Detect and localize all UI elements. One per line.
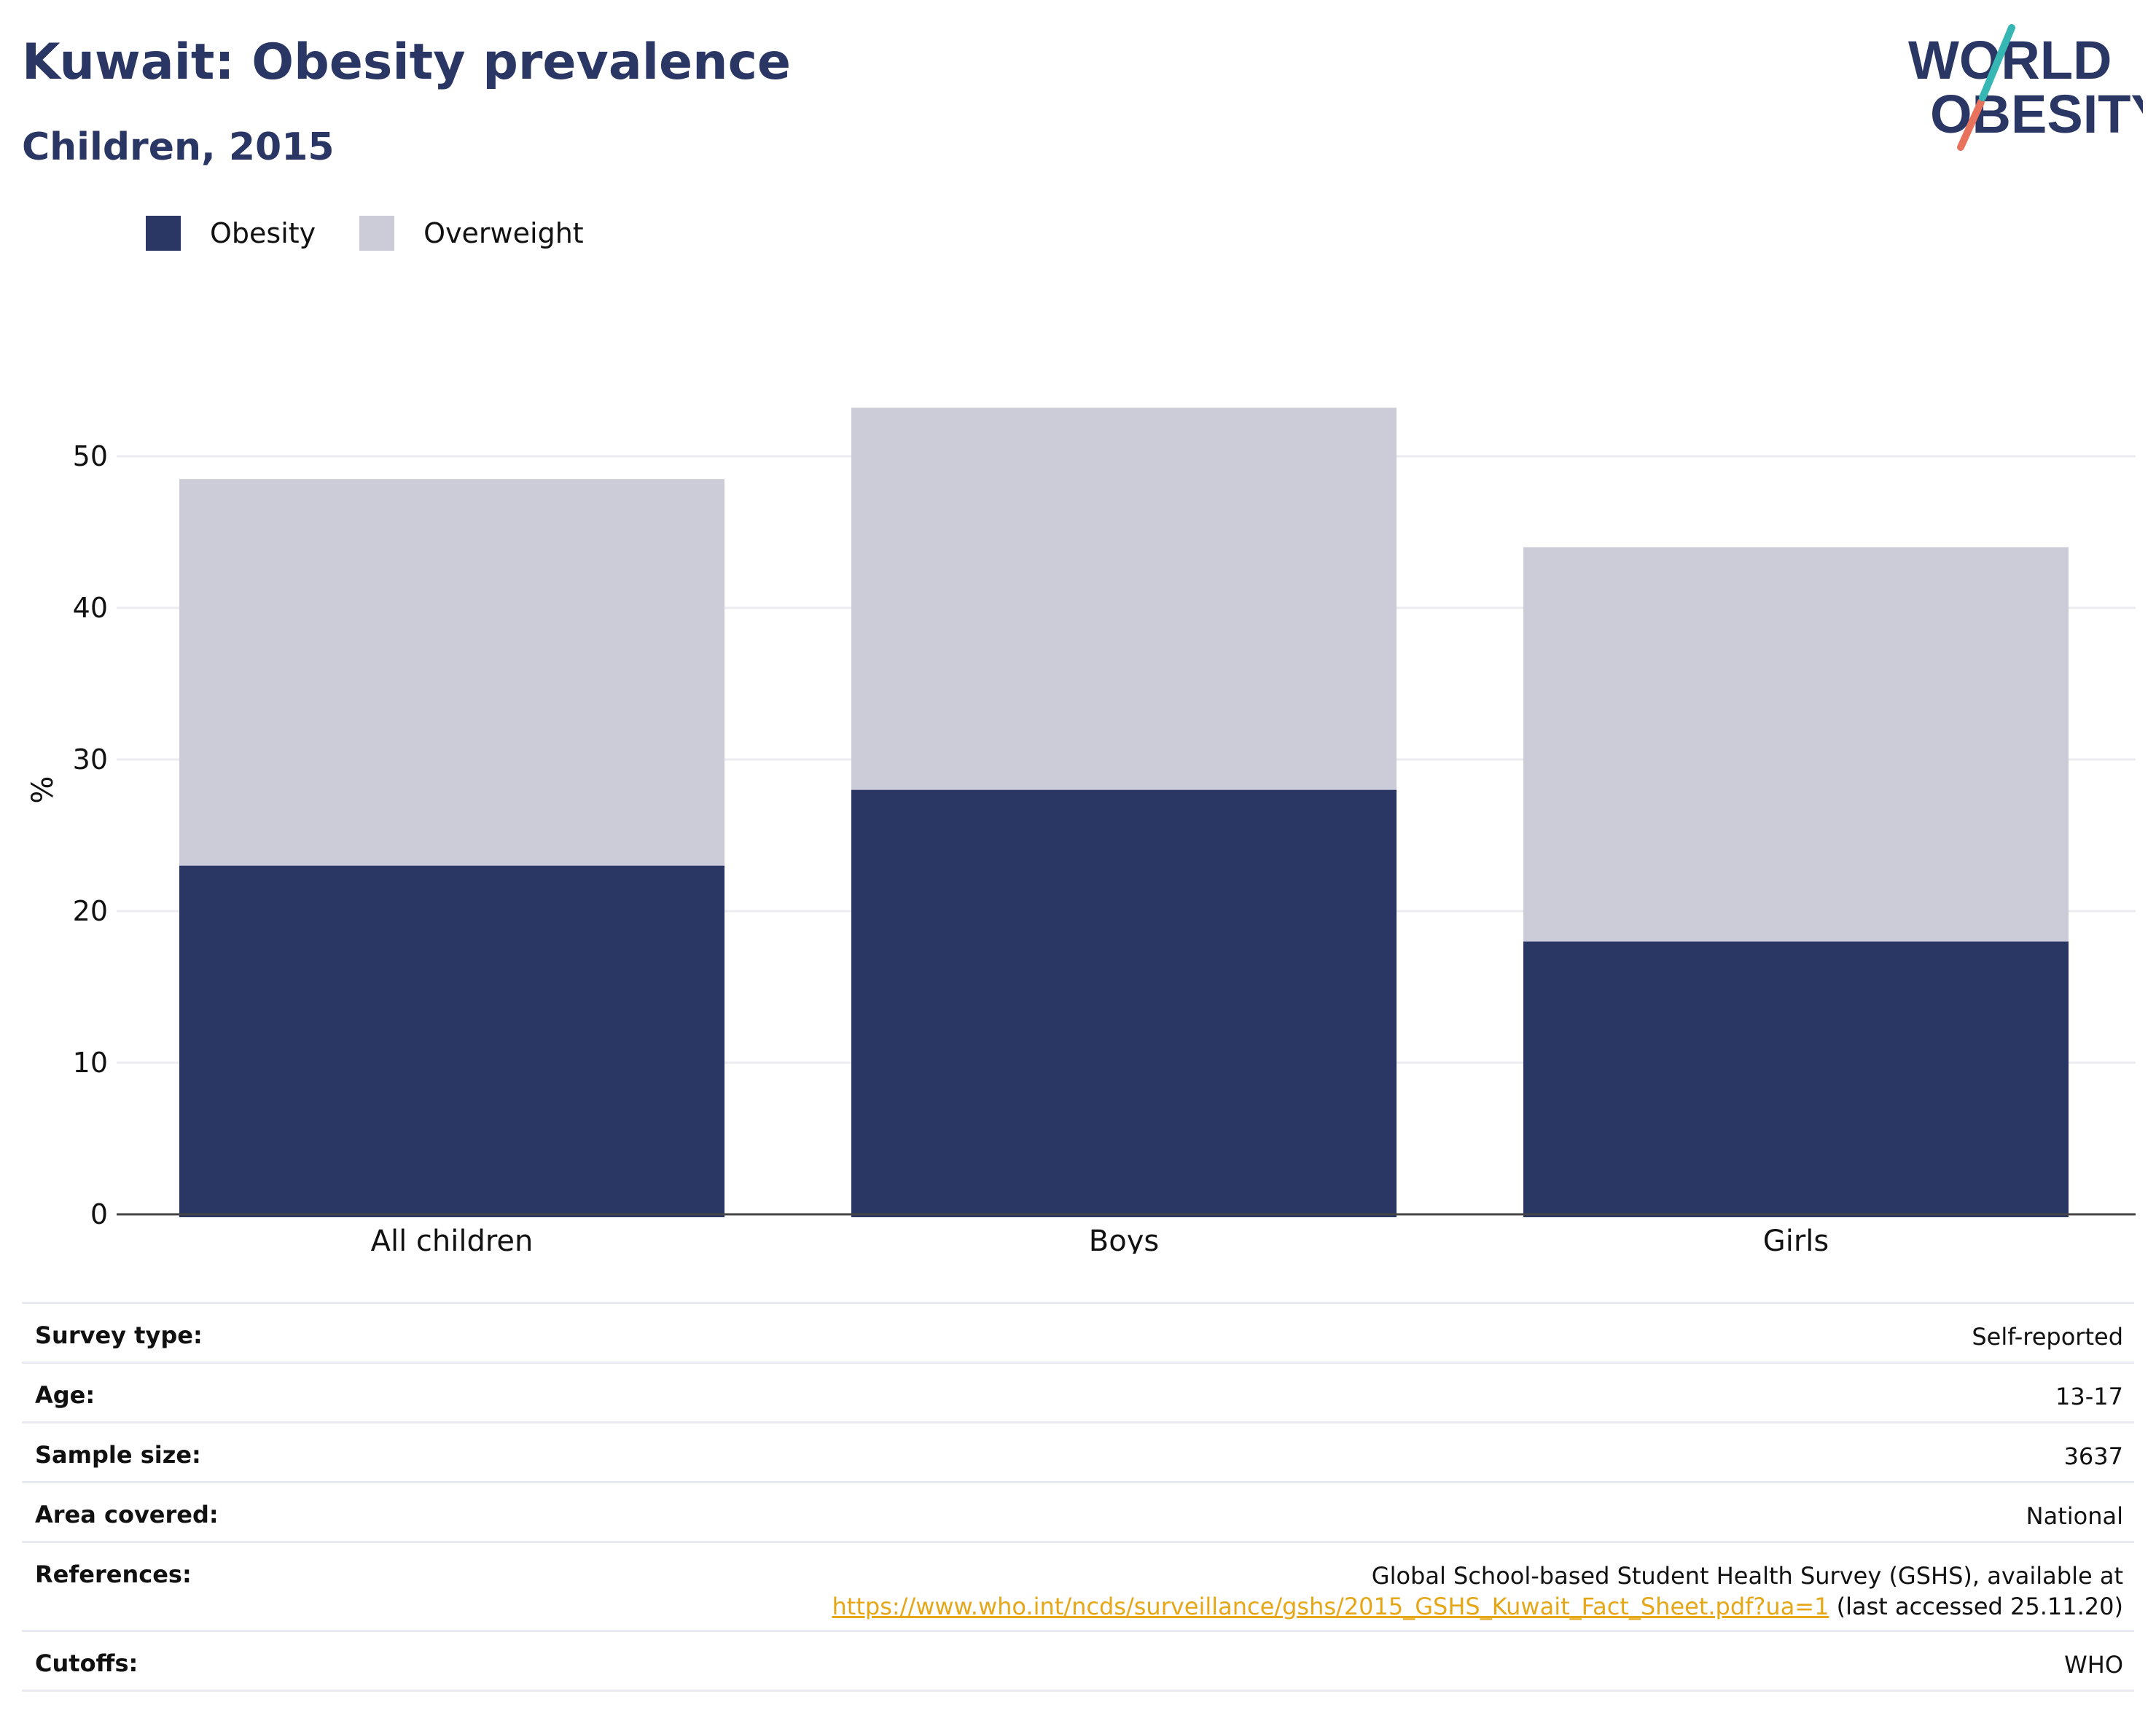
- bar-obesity-girls[interactable]: [1523, 941, 2069, 1217]
- info-label: References:: [35, 1561, 192, 1588]
- y-tick-label: 30: [73, 743, 108, 776]
- info-value: WHO: [2064, 1651, 2123, 1679]
- bars: [179, 407, 2069, 1217]
- y-axis-label: %: [26, 776, 60, 804]
- legend-item-overweight[interactable]: Overweight: [359, 216, 584, 251]
- info-label: Age:: [35, 1381, 95, 1409]
- y-tick-labels: 0 10 20 30 40 50: [73, 440, 108, 1230]
- info-row: Survey type: Self-reported: [22, 1304, 2134, 1364]
- page-subtitle: Children, 2015: [22, 125, 335, 169]
- info-value: Global School-based Student Health Surve…: [832, 1562, 2124, 1620]
- page-title: Kuwait: Obesity prevalence: [22, 34, 791, 91]
- legend-label-overweight: Overweight: [423, 217, 584, 249]
- info-value: 13-17: [2055, 1383, 2123, 1410]
- legend-swatch-overweight: [359, 216, 395, 251]
- logo-line-2: OBESITY: [1930, 84, 2143, 144]
- y-tick-label: 20: [73, 895, 108, 927]
- info-row: References: Global School-based Student H…: [22, 1543, 2134, 1632]
- bar-obesity-boys[interactable]: [851, 789, 1397, 1217]
- chart-legend: Obesity Overweight: [146, 216, 628, 251]
- bar-overweight-all-children[interactable]: [179, 479, 724, 866]
- info-label: Cutoffs:: [35, 1649, 138, 1677]
- info-label: Sample size:: [35, 1441, 201, 1469]
- legend-item-obesity[interactable]: Obesity: [146, 216, 316, 251]
- y-tick-label: 0: [90, 1198, 108, 1230]
- info-row: Area covered: National: [22, 1483, 2134, 1543]
- info-row: Sample size: 3637: [22, 1423, 2134, 1483]
- reference-link[interactable]: https://www.who.int/ncds/surveillance/gs…: [832, 1593, 1829, 1620]
- logo-slash-teal: [1979, 24, 2015, 101]
- x-tick-label: Boys: [1089, 1225, 1159, 1254]
- x-tick-labels: All children Boys Girls: [371, 1225, 1829, 1254]
- bar-obesity-all-children[interactable]: [179, 865, 724, 1217]
- x-tick-label: All children: [371, 1225, 534, 1254]
- info-label: Survey type:: [35, 1321, 203, 1349]
- x-tick-label: Girls: [1763, 1225, 1829, 1254]
- y-tick-label: 50: [73, 440, 108, 472]
- legend-swatch-obesity: [146, 216, 181, 251]
- info-row: Age: 13-17: [22, 1364, 2134, 1423]
- bar-overweight-girls[interactable]: [1523, 547, 2069, 942]
- legend-label-obesity: Obesity: [210, 217, 316, 249]
- survey-info-table: Survey type: Self-reported Age: 13-17 Sample…: [22, 1302, 2134, 1692]
- info-row: Cutoffs: WHO: [22, 1632, 2134, 1692]
- y-tick-label: 40: [73, 592, 108, 624]
- logo-slash-coral: [1957, 98, 1985, 151]
- info-label: Area covered:: [35, 1501, 219, 1528]
- info-value: 3637: [2063, 1442, 2123, 1470]
- info-value: Self-reported: [1972, 1323, 2123, 1351]
- y-tick-label: 10: [73, 1047, 108, 1079]
- stacked-bar-chart: 0 10 20 30 40 50 All children Boys Girls %: [26, 407, 2136, 1254]
- bar-overweight-boys[interactable]: [851, 407, 1397, 790]
- info-value: National: [2026, 1502, 2123, 1530]
- world-obesity-logo: WORLD OBESITY: [1908, 24, 2143, 151]
